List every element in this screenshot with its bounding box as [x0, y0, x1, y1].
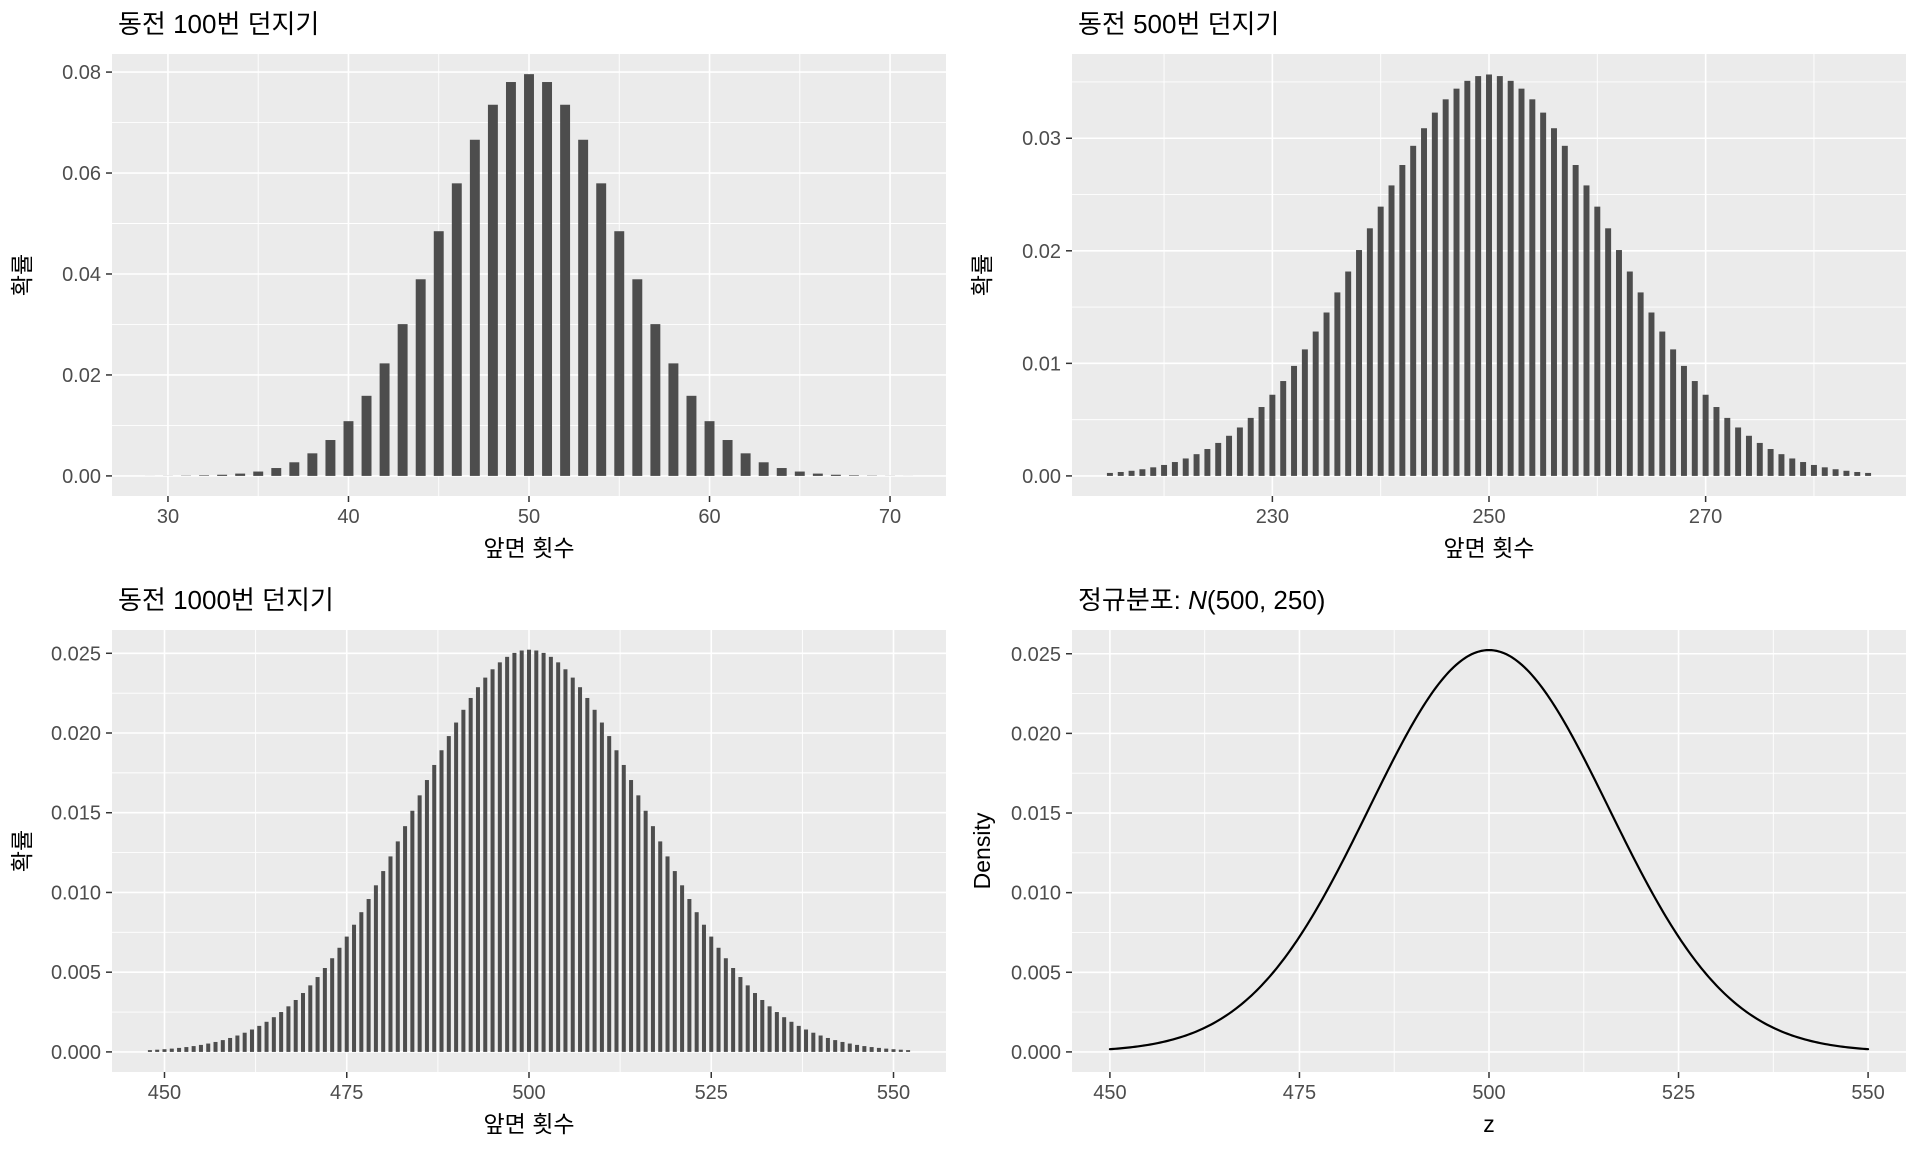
svg-text:70: 70	[879, 506, 901, 528]
chart-title: 정규분포: N(500, 250)	[1078, 585, 1325, 615]
y-axis-tick-labels: 0.00 0.02 0.04 0.06 0.08	[62, 62, 101, 488]
svg-text:0.015: 0.015	[51, 803, 101, 825]
x-axis-label: 앞면 횟수	[1443, 535, 1534, 561]
svg-text:0.020: 0.020	[1011, 723, 1061, 745]
svg-text:50: 50	[518, 506, 540, 528]
y-axis-tick-labels: 0.000 0.005 0.010 0.015 0.020 0.025	[51, 643, 101, 1064]
chart-coin-500-flips: 230 250 270 0.00 0.01 0.02 0.03 앞면 횟수 확률 동전 500번 …	[960, 0, 1920, 576]
svg-text:230: 230	[1256, 506, 1289, 528]
x-axis-label: z	[1483, 1111, 1495, 1137]
svg-text:0.000: 0.000	[51, 1042, 101, 1064]
x-axis-tick-labels: 30 40 50 60 70	[157, 506, 901, 528]
y-axis-tick-labels: 0.000 0.005 0.010 0.015 0.020 0.025	[1011, 644, 1061, 1064]
svg-text:550: 550	[877, 1082, 910, 1104]
svg-text:250: 250	[1472, 506, 1505, 528]
svg-text:0.04: 0.04	[62, 264, 101, 286]
chart-coin-1000-flips: 450 475 500 525 550 0.000 0.005 0.010 0.015 0.020…	[0, 576, 960, 1152]
svg-text:525: 525	[695, 1082, 728, 1104]
x-axis-tick-labels: 450 475 500 525 550	[148, 1082, 910, 1104]
svg-text:0.06: 0.06	[62, 163, 101, 185]
x-axis-tick-labels: 230 250 270	[1256, 506, 1723, 528]
chart-svg-coin-100: 30 40 50 60 70 0.00 0.02 0.04 0.06 0.08 앞면 횟수 확률 동전 …	[0, 0, 960, 576]
svg-text:0.02: 0.02	[1022, 241, 1061, 263]
svg-text:0.01: 0.01	[1022, 353, 1061, 375]
svg-text:500: 500	[512, 1082, 545, 1104]
svg-text:0.03: 0.03	[1022, 128, 1061, 150]
chart-title: 동전 1000번 던지기	[118, 585, 334, 615]
svg-text:475: 475	[1283, 1082, 1316, 1104]
svg-text:30: 30	[157, 506, 179, 528]
svg-text:0.02: 0.02	[62, 365, 101, 387]
x-axis-label: 앞면 횟수	[483, 535, 574, 561]
svg-text:0.08: 0.08	[62, 62, 101, 84]
svg-text:0.00: 0.00	[62, 466, 101, 488]
svg-text:0.015: 0.015	[1011, 803, 1061, 825]
svg-text:0.020: 0.020	[51, 723, 101, 745]
svg-text:0.025: 0.025	[51, 643, 101, 665]
chart-title: 동전 500번 던지기	[1078, 9, 1279, 39]
svg-text:270: 270	[1689, 506, 1722, 528]
chart-title: 동전 100번 던지기	[118, 9, 319, 39]
x-axis-tick-labels: 450 475 500 525 550	[1093, 1082, 1885, 1104]
y-axis-label: 확률	[9, 254, 35, 296]
svg-text:0.000: 0.000	[1011, 1042, 1061, 1064]
y-axis-tick-labels: 0.00 0.01 0.02 0.03	[1022, 128, 1061, 488]
svg-text:500: 500	[1472, 1082, 1505, 1104]
svg-text:475: 475	[330, 1082, 363, 1104]
chart-normal-distribution: 450 475 500 525 550 0.000 0.005 0.010 0.015 0.020…	[960, 576, 1920, 1152]
x-axis-label: 앞면 횟수	[483, 1111, 574, 1137]
chart-svg-coin-500: 230 250 270 0.00 0.01 0.02 0.03 앞면 횟수 확률 동전 500번 …	[960, 0, 1920, 576]
svg-text:525: 525	[1662, 1082, 1695, 1104]
svg-text:0.005: 0.005	[51, 962, 101, 984]
svg-text:0.010: 0.010	[51, 882, 101, 904]
svg-text:450: 450	[1093, 1082, 1126, 1104]
chart-svg-normal: 450 475 500 525 550 0.000 0.005 0.010 0.015 0.020…	[960, 576, 1920, 1152]
svg-text:0.005: 0.005	[1011, 962, 1061, 984]
svg-text:0.00: 0.00	[1022, 466, 1061, 488]
svg-text:450: 450	[148, 1082, 181, 1104]
chart-svg-coin-1000: 450 475 500 525 550 0.000 0.005 0.010 0.015 0.020…	[0, 576, 960, 1152]
svg-text:0.010: 0.010	[1011, 883, 1061, 905]
chart-coin-100-flips: 30 40 50 60 70 0.00 0.02 0.04 0.06 0.08 앞면 횟수 확률 동전 …	[0, 0, 960, 576]
y-axis-label: 확률	[969, 254, 995, 296]
svg-text:550: 550	[1851, 1082, 1884, 1104]
y-axis-label: 확률	[9, 830, 35, 872]
svg-text:60: 60	[698, 506, 720, 528]
svg-text:40: 40	[337, 506, 359, 528]
svg-text:0.025: 0.025	[1011, 644, 1061, 666]
y-axis-label: Density	[969, 812, 995, 889]
